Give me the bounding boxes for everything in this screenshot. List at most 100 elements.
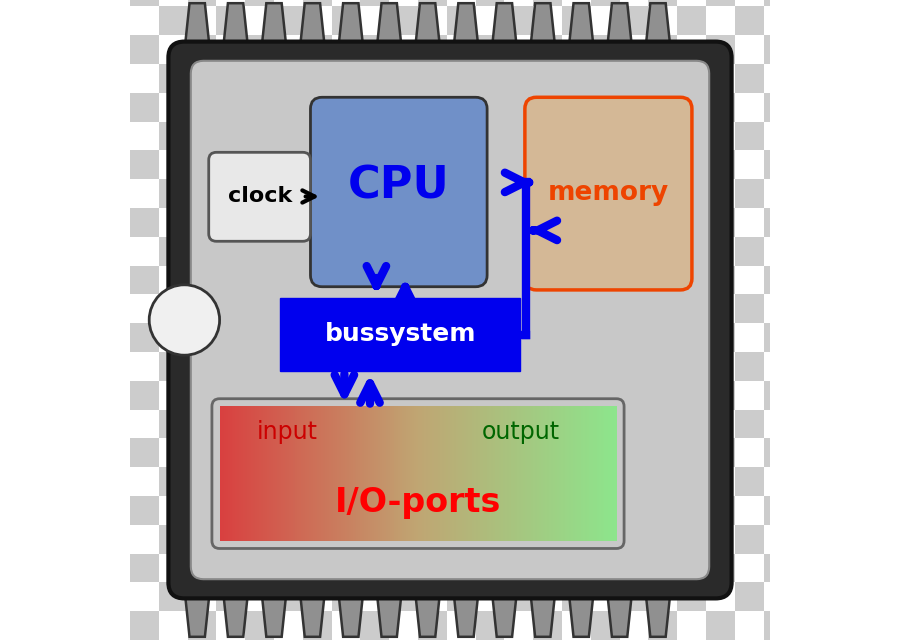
Polygon shape	[644, 3, 671, 58]
Bar	[488, 406, 490, 541]
Bar	[763, 208, 792, 237]
Bar	[363, 406, 365, 541]
Bar	[590, 582, 619, 611]
Bar	[360, 0, 389, 6]
Bar	[763, 352, 792, 381]
Polygon shape	[607, 3, 633, 58]
Bar	[302, 554, 331, 582]
Bar	[648, 93, 677, 122]
Bar	[734, 352, 763, 381]
Bar	[677, 410, 706, 438]
Bar	[734, 323, 763, 352]
Bar	[460, 406, 463, 541]
Bar	[158, 0, 187, 6]
Bar	[130, 6, 158, 35]
Bar	[302, 525, 331, 554]
Bar	[446, 381, 475, 410]
Bar	[216, 6, 245, 35]
Bar	[216, 438, 245, 467]
Bar	[302, 323, 331, 352]
Bar	[648, 496, 677, 525]
Bar	[269, 406, 272, 541]
Bar	[245, 554, 274, 582]
Bar	[608, 406, 611, 541]
Bar	[315, 406, 318, 541]
Bar	[582, 406, 585, 541]
Bar	[475, 237, 504, 266]
Bar	[763, 93, 792, 122]
Bar	[763, 554, 792, 582]
Bar	[590, 64, 619, 93]
Bar	[619, 496, 648, 525]
Bar	[475, 525, 504, 554]
Bar	[216, 496, 245, 525]
Bar	[216, 582, 245, 611]
Bar	[331, 352, 360, 381]
Bar	[590, 467, 619, 496]
Bar	[562, 611, 590, 640]
Bar	[677, 64, 706, 93]
Bar	[706, 611, 734, 640]
Bar	[422, 406, 425, 541]
Bar	[345, 406, 347, 541]
Bar	[475, 381, 504, 410]
Bar	[483, 406, 486, 541]
Bar	[531, 406, 534, 541]
Bar	[446, 35, 475, 64]
Bar	[648, 6, 677, 35]
Bar	[418, 0, 446, 6]
Bar	[562, 381, 590, 410]
Bar	[302, 0, 331, 6]
Text: memory: memory	[548, 180, 670, 206]
Bar	[590, 554, 619, 582]
Bar	[274, 0, 302, 6]
Bar	[475, 554, 504, 582]
Bar	[619, 294, 648, 323]
Bar	[187, 381, 216, 410]
Bar	[677, 122, 706, 150]
Bar	[473, 406, 476, 541]
Bar	[331, 237, 360, 266]
Bar	[677, 496, 706, 525]
Bar	[274, 323, 302, 352]
Bar	[706, 496, 734, 525]
Bar	[158, 150, 187, 179]
Bar	[533, 35, 562, 64]
Bar	[245, 93, 274, 122]
Bar	[130, 554, 158, 582]
Bar	[389, 381, 418, 410]
Bar	[420, 406, 423, 541]
Bar	[274, 438, 302, 467]
Bar	[515, 406, 518, 541]
Bar	[389, 611, 418, 640]
Bar	[763, 525, 792, 554]
Bar	[557, 406, 560, 541]
Bar	[281, 406, 284, 541]
Bar	[590, 122, 619, 150]
Bar	[619, 352, 648, 381]
Bar	[763, 122, 792, 150]
Bar	[561, 406, 563, 541]
Polygon shape	[299, 3, 326, 58]
Bar	[274, 35, 302, 64]
Bar	[302, 179, 331, 208]
Bar	[648, 208, 677, 237]
Bar	[418, 35, 446, 64]
Bar	[277, 406, 280, 541]
Bar	[245, 266, 274, 294]
Bar	[539, 406, 542, 541]
Bar	[475, 150, 504, 179]
Bar	[648, 467, 677, 496]
Bar	[216, 208, 245, 237]
Bar	[533, 323, 562, 352]
Bar	[228, 406, 230, 541]
Bar	[130, 467, 158, 496]
Bar	[416, 406, 418, 541]
Bar	[533, 93, 562, 122]
Bar	[418, 150, 446, 179]
Bar	[274, 410, 302, 438]
Bar	[763, 294, 792, 323]
Bar	[475, 93, 504, 122]
Bar	[418, 554, 446, 582]
Bar	[187, 611, 216, 640]
